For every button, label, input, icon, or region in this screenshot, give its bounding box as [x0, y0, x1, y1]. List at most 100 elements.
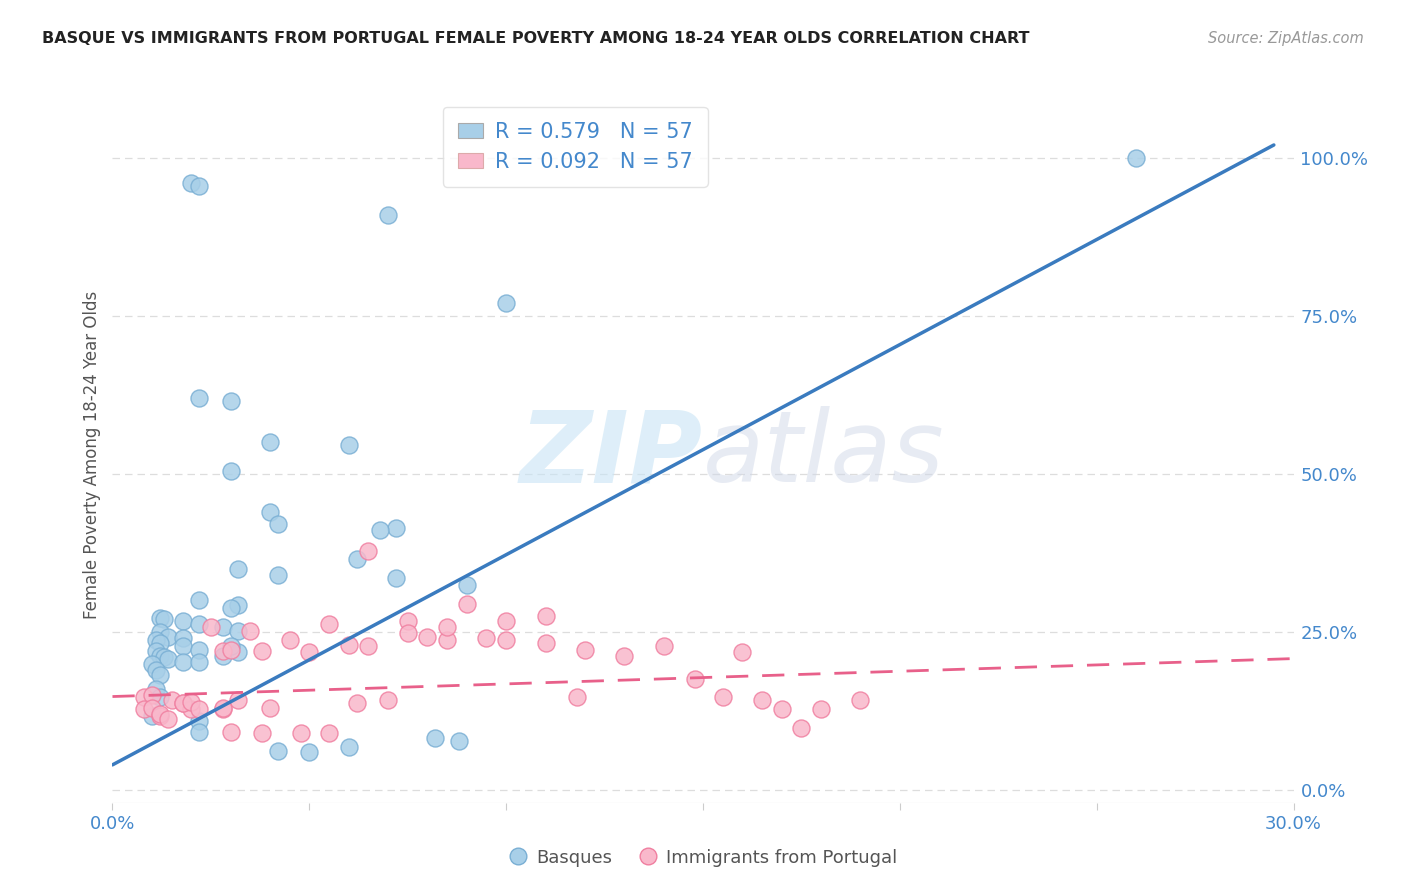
- Point: [152, 650, 174, 665]
- Point: [180, 702, 202, 716]
- Point: [211, 648, 233, 663]
- Point: [337, 438, 360, 452]
- Point: [259, 505, 281, 519]
- Point: [141, 688, 163, 702]
- Point: [156, 651, 179, 665]
- Point: [156, 712, 179, 726]
- Point: [149, 611, 172, 625]
- Point: [250, 644, 273, 658]
- Point: [160, 693, 183, 707]
- Point: [495, 614, 517, 628]
- Point: [219, 464, 242, 478]
- Point: [145, 632, 167, 647]
- Point: [298, 745, 321, 759]
- Point: [200, 620, 222, 634]
- Point: [810, 702, 832, 716]
- Point: [259, 701, 281, 715]
- Point: [534, 636, 557, 650]
- Point: [145, 644, 167, 658]
- Point: [346, 696, 368, 710]
- Point: [172, 632, 194, 646]
- Point: [188, 725, 211, 739]
- Point: [790, 721, 813, 735]
- Point: [416, 630, 439, 644]
- Y-axis label: Female Poverty Among 18-24 Year Olds: Female Poverty Among 18-24 Year Olds: [83, 291, 101, 619]
- Point: [290, 726, 312, 740]
- Text: ZIP: ZIP: [520, 407, 703, 503]
- Point: [425, 731, 447, 746]
- Point: [849, 693, 872, 707]
- Point: [495, 632, 517, 647]
- Point: [711, 690, 734, 704]
- Point: [377, 693, 399, 707]
- Point: [337, 638, 360, 652]
- Point: [172, 639, 194, 653]
- Point: [534, 609, 557, 624]
- Point: [132, 702, 155, 716]
- Point: [149, 668, 172, 682]
- Point: [337, 740, 360, 755]
- Point: [228, 599, 250, 613]
- Point: [132, 690, 155, 704]
- Point: [396, 614, 419, 628]
- Point: [188, 702, 211, 716]
- Point: [751, 693, 773, 707]
- Point: [180, 695, 202, 709]
- Point: [250, 726, 273, 740]
- Point: [436, 632, 458, 647]
- Point: [149, 636, 172, 650]
- Point: [259, 435, 281, 450]
- Point: [219, 642, 242, 657]
- Point: [357, 544, 380, 558]
- Text: BASQUE VS IMMIGRANTS FROM PORTUGAL FEMALE POVERTY AMONG 18-24 YEAR OLDS CORRELAT: BASQUE VS IMMIGRANTS FROM PORTUGAL FEMAL…: [42, 31, 1029, 46]
- Point: [385, 571, 408, 585]
- Point: [475, 632, 498, 646]
- Point: [156, 630, 179, 644]
- Point: [456, 597, 478, 611]
- Point: [141, 708, 163, 723]
- Point: [683, 673, 706, 687]
- Point: [652, 639, 675, 653]
- Point: [613, 648, 636, 663]
- Point: [377, 208, 399, 222]
- Point: [267, 568, 290, 582]
- Point: [396, 626, 419, 640]
- Point: [447, 734, 470, 748]
- Point: [318, 617, 340, 632]
- Point: [149, 625, 172, 640]
- Point: [152, 612, 174, 626]
- Point: [267, 744, 290, 758]
- Point: [298, 645, 321, 659]
- Point: [149, 690, 172, 704]
- Point: [145, 681, 167, 696]
- Text: Source: ZipAtlas.com: Source: ZipAtlas.com: [1208, 31, 1364, 46]
- Point: [188, 617, 211, 632]
- Point: [219, 394, 242, 409]
- Text: atlas: atlas: [703, 407, 945, 503]
- Point: [1125, 151, 1147, 165]
- Point: [211, 701, 233, 715]
- Point: [211, 702, 233, 716]
- Point: [188, 642, 211, 657]
- Point: [456, 577, 478, 591]
- Point: [228, 562, 250, 576]
- Point: [368, 523, 391, 537]
- Point: [172, 696, 194, 710]
- Legend: Basques, Immigrants from Portugal: Basques, Immigrants from Portugal: [502, 841, 904, 874]
- Point: [346, 552, 368, 566]
- Point: [770, 702, 793, 716]
- Point: [180, 176, 202, 190]
- Point: [188, 656, 211, 670]
- Point: [188, 391, 211, 405]
- Point: [228, 645, 250, 659]
- Point: [267, 517, 290, 532]
- Point: [228, 693, 250, 707]
- Point: [318, 726, 340, 740]
- Point: [219, 725, 242, 739]
- Point: [495, 296, 517, 310]
- Point: [172, 696, 194, 710]
- Point: [385, 521, 408, 535]
- Point: [731, 645, 754, 659]
- Point: [188, 714, 211, 728]
- Point: [219, 639, 242, 653]
